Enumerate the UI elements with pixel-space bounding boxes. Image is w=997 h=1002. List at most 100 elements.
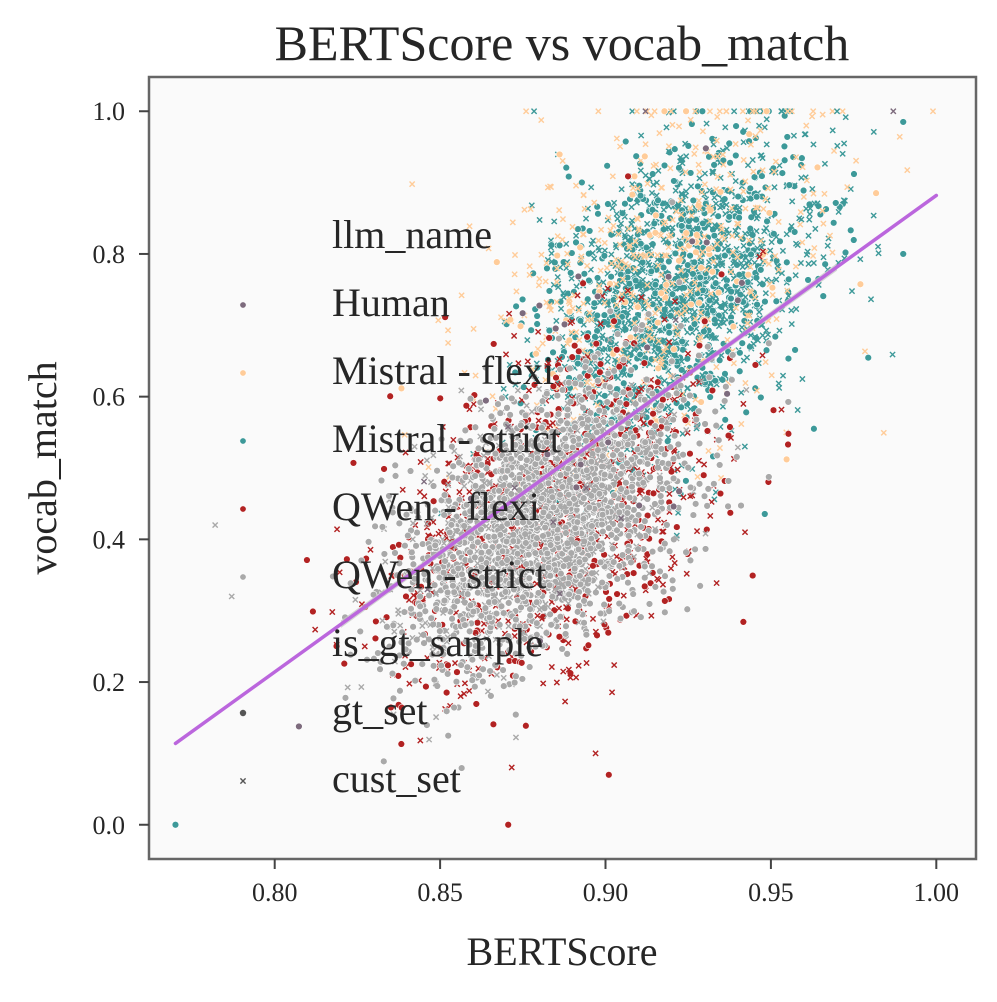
point-mistral-flexi [644,180,651,187]
point-mistral-flexi [716,444,724,452]
point-mistral-strict [751,212,758,219]
point-mistral-strict [805,260,812,267]
point-qwen-flexi [699,471,708,479]
point-mistral-strict [707,296,714,304]
point-mistral-flexi [713,185,720,193]
point-mistral-flexi [772,158,779,165]
point-mistral-flexi [655,262,662,269]
point-mistral-flexi [660,348,667,355]
point-qwen-flexi [567,319,574,327]
point-mistral-strict [678,222,686,230]
point-qwen-flexi [380,465,388,473]
point-qwen-strict [682,548,690,556]
point-mistral-flexi [670,345,678,353]
point-mistral-strict [553,317,560,324]
point-mistral-strict [722,308,729,315]
point-qwen-strict [594,377,602,385]
point-mistral-strict [529,269,537,277]
point-mistral-strict [776,327,783,334]
point-qwen-flexi [604,628,612,637]
point-mistral-strict [689,226,696,233]
point-mistral-strict [588,241,595,248]
point-mistral-strict [668,290,677,298]
point-mistral-flexi [633,108,640,115]
point-mistral-flexi [797,221,804,228]
point-mistral-strict [625,280,632,287]
point-qwen-flexi [504,821,512,829]
point-qwen-flexi [441,313,449,321]
point-qwen-strict [580,619,588,627]
point-mistral-strict [672,399,681,407]
point-mistral-strict [548,250,555,257]
point-mistral-strict [660,206,667,213]
point-mistral-strict [689,196,698,205]
point-qwen-strict [400,608,409,616]
point-mistral-flexi [536,275,543,282]
point-mistral-flexi [730,360,737,367]
point-mistral-strict [635,279,642,287]
point-mistral-strict [758,172,766,180]
point-mistral-strict [804,276,812,284]
point-mistral-strict [712,200,720,207]
point-mistral-strict [840,140,848,147]
point-mistral-strict [565,172,573,181]
point-mistral-flexi [896,133,903,140]
point-mistral-flexi [757,237,764,245]
point-qwen-strict [501,473,509,482]
point-mistral-strict [711,222,718,229]
point-mistral-strict [738,260,745,267]
point-mistral-strict [771,332,779,341]
point-mistral-strict [654,256,661,263]
point-qwen-strict [442,707,451,715]
point-mistral-strict [847,226,855,235]
point-mistral-strict [742,294,749,301]
point-mistral-flexi [542,376,549,384]
point-mistral-strict [678,337,686,346]
point-qwen-flexi [784,440,792,449]
point-mistral-flexi [554,233,561,240]
point-mistral-flexi [647,325,654,332]
point-mistral-strict [756,122,763,129]
point-mistral-flexi [792,263,800,270]
point-qwen-strict [686,556,695,565]
point-mistral-strict [672,187,679,194]
point-qwen-strict [499,609,508,617]
point-mistral-flexi [535,282,543,289]
point-mistral-strict [596,247,603,254]
point-qwen-flexi [611,661,618,669]
point-mistral-flexi [626,244,633,251]
point-mistral-strict [799,186,808,195]
point-mistral-strict [518,295,527,304]
point-qwen-strict [616,614,625,623]
point-mistral-flexi [706,108,714,115]
point-mistral-flexi [665,233,672,240]
point-qwen-strict [701,545,710,553]
point-mistral-strict [593,203,601,211]
point-mistral-strict [684,142,693,150]
point-qwen-flexi [303,556,311,564]
point-mistral-strict [694,182,702,191]
point-mistral-strict [824,242,831,249]
point-mistral-flexi [615,294,622,301]
point-mistral-flexi [830,147,838,155]
point-mistral-strict [761,297,769,306]
point-qwen-strict [512,710,520,719]
point-mistral-strict [563,264,570,272]
point-mistral-strict [620,379,628,387]
point-mistral-flexi [829,249,836,256]
point-mistral-strict [807,205,814,212]
point-mistral-strict [773,233,780,240]
point-mistral-strict [780,142,789,151]
point-mistral-strict [786,108,794,115]
point-qwen-flexi [461,680,469,687]
point-mistral-strict [644,220,651,227]
point-mistral-flexi [485,245,492,252]
point-qwen-strict [474,538,482,546]
point-mistral-strict [710,334,718,342]
point-mistral-strict [622,137,630,146]
point-qwen-flexi [553,679,560,686]
point-mistral-flexi [580,300,587,307]
point-mistral-flexi [674,331,681,338]
point-mistral-flexi [662,218,669,226]
point-qwen-flexi [604,285,611,292]
